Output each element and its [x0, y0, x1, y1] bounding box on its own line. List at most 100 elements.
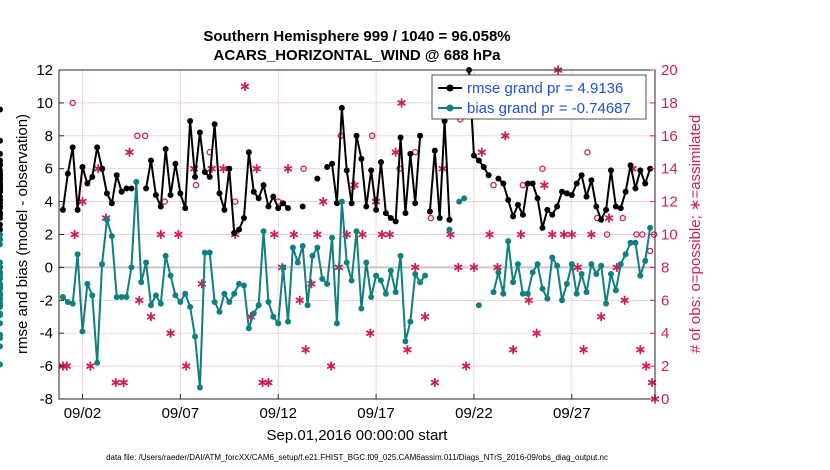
x-tick-label: 09/17	[357, 405, 395, 422]
series-point-0	[544, 206, 551, 213]
series-point-1	[0, 343, 3, 350]
obs-possible-point	[619, 214, 626, 222]
obs-assimilated-point	[313, 229, 322, 240]
series-point-1	[314, 244, 321, 251]
series-point-1	[304, 302, 311, 309]
series-point-1	[309, 252, 316, 259]
series-point-1	[211, 298, 218, 305]
series-point-1	[0, 259, 3, 266]
series-point-1	[573, 290, 580, 297]
obs-possible-point	[490, 181, 497, 189]
obs-possible-point	[603, 231, 611, 238]
series-point-0	[0, 226, 3, 233]
series-point-1	[578, 270, 585, 277]
series-point-0	[559, 188, 566, 195]
y-tick-label: 10	[36, 95, 53, 112]
series-point-1	[231, 290, 238, 297]
series-point-0	[94, 144, 101, 151]
series-point-1	[147, 302, 154, 309]
series-point-0	[231, 229, 238, 236]
obs-assimilated-point	[636, 344, 645, 355]
obs-assimilated-point	[604, 213, 614, 223]
series-point-1	[265, 298, 272, 305]
series-point-0	[182, 205, 189, 212]
series-point-1	[285, 318, 292, 325]
series-point-0	[568, 192, 575, 199]
obs-assimilated-point	[524, 295, 533, 306]
series-point-1	[162, 252, 169, 259]
series-point-1	[603, 300, 610, 307]
series-point-1	[373, 272, 380, 279]
series-point-1	[0, 303, 3, 310]
series-point-1	[456, 198, 463, 205]
series-point-0	[603, 206, 610, 213]
y-right-tick-label: 16	[661, 128, 678, 145]
series-point-0	[250, 188, 257, 195]
series-point-1	[0, 290, 3, 297]
series-point-0	[534, 195, 541, 202]
obs-assimilated-point	[86, 361, 95, 371]
series-point-1	[324, 280, 331, 287]
series-point-0	[343, 167, 350, 174]
series-point-0	[59, 206, 66, 213]
obs-possible-point	[633, 231, 640, 238]
series-point-0	[162, 145, 169, 152]
series-point-1	[0, 320, 3, 327]
series-point-0	[412, 200, 419, 207]
series-point-1	[539, 285, 546, 292]
series-point-1	[250, 310, 257, 317]
series-point-1	[192, 333, 199, 340]
y-tick-label: 4	[45, 194, 53, 211]
series-point-1	[632, 239, 639, 246]
series-point-0	[0, 200, 3, 207]
x-tick-label: 09/22	[455, 405, 493, 422]
series-point-1	[113, 294, 120, 301]
series-point-1	[637, 272, 644, 279]
series-point-0	[221, 206, 228, 213]
obs-assimilated-point	[532, 328, 541, 338]
series-point-0	[84, 180, 91, 187]
series-point-0	[426, 208, 433, 215]
series-point-0	[314, 175, 321, 182]
series-point-0	[373, 206, 380, 213]
legend-marker-bias	[446, 104, 454, 112]
series-point-1	[519, 290, 526, 297]
series-point-1	[338, 198, 345, 205]
series-point-1	[554, 262, 561, 269]
series-point-0	[0, 150, 3, 157]
series-point-0	[519, 211, 526, 218]
x-axis-label: Sep.01,2016 00:00:00 start	[267, 427, 449, 444]
series-point-0	[441, 117, 448, 124]
series-point-0	[627, 162, 634, 169]
obs-assimilated-point	[146, 312, 156, 322]
y-tick-label: 0	[45, 259, 53, 276]
series-point-1	[422, 272, 429, 279]
series-point-0	[0, 177, 3, 184]
obs-assimilated-point	[391, 147, 400, 157]
obs-assimilated-point	[548, 229, 557, 240]
series-point-1	[607, 270, 614, 277]
series-point-1	[108, 233, 115, 240]
series-point-1	[514, 261, 521, 268]
series-point-1	[94, 359, 101, 366]
series-point-1	[0, 275, 3, 282]
obs-assimilated-point	[501, 131, 510, 141]
series-point-0	[417, 132, 424, 139]
series-point-0	[539, 224, 546, 231]
series-point-0	[578, 172, 585, 179]
series-point-0	[152, 192, 159, 199]
obs-assimilated-point	[125, 147, 134, 157]
series-point-1	[128, 264, 135, 271]
series-point-0	[607, 167, 614, 174]
series-point-0	[74, 206, 81, 213]
series-point-1	[510, 279, 517, 286]
series-point-1	[559, 297, 566, 304]
series-point-0	[79, 164, 86, 171]
y-right-tick-label: 14	[661, 161, 678, 178]
series-point-0	[128, 185, 135, 192]
obs-assimilated-point	[264, 377, 273, 388]
series-point-0	[143, 185, 150, 192]
series-point-1	[99, 261, 106, 268]
series-point-0	[495, 175, 502, 182]
